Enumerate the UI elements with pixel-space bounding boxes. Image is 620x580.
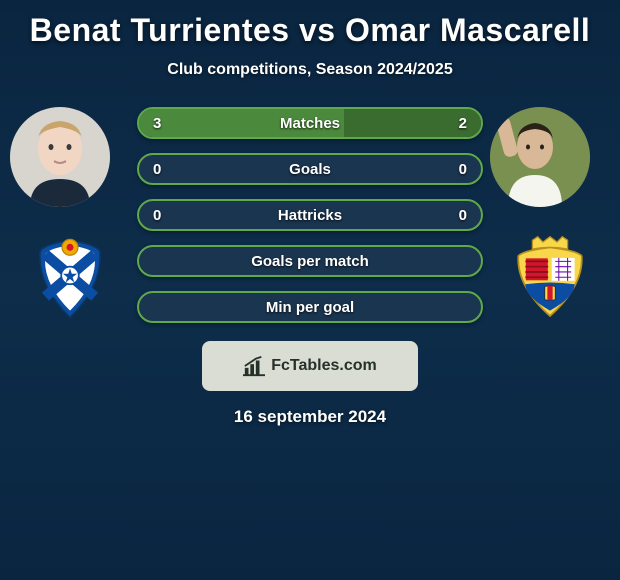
page-title: Benat Turrientes vs Omar Mascarell <box>0 0 620 49</box>
bar-label: Matches <box>280 115 340 132</box>
footer-brand-text: FcTables.com <box>271 357 377 375</box>
player-left-avatar <box>10 107 110 207</box>
stat-bars: 3 Matches 2 0 Goals 0 0 Hattricks 0 Goals per mat… <box>137 107 483 323</box>
bar-label: Hattricks <box>278 207 342 224</box>
bar-label: Goals per match <box>251 253 369 270</box>
bar-value-right: 0 <box>459 161 467 178</box>
bar-value-left: 3 <box>153 115 161 132</box>
crest-left <box>20 235 120 323</box>
player-right-avatar <box>490 107 590 207</box>
comparison-content: 3 Matches 2 0 Goals 0 0 Hattricks 0 Goals per mat… <box>0 107 620 427</box>
bar-value-left: 0 <box>153 207 161 224</box>
subtitle: Club competitions, Season 2024/2025 <box>0 61 620 79</box>
stat-bar: 0 Goals 0 <box>137 153 483 185</box>
bar-value-right: 2 <box>459 115 467 132</box>
stat-bar: 3 Matches 2 <box>137 107 483 139</box>
bar-label: Goals <box>289 161 331 178</box>
stat-bar: Min per goal <box>137 291 483 323</box>
stat-bar: Goals per match <box>137 245 483 277</box>
footer-date: 16 september 2024 <box>0 407 620 427</box>
bar-label: Min per goal <box>266 299 354 316</box>
bar-value-right: 0 <box>459 207 467 224</box>
bar-value-left: 0 <box>153 161 161 178</box>
stat-bar: 0 Hattricks 0 <box>137 199 483 231</box>
chart-icon <box>243 355 265 377</box>
footer-brand-box: FcTables.com <box>202 341 418 391</box>
crest-right <box>500 235 600 323</box>
